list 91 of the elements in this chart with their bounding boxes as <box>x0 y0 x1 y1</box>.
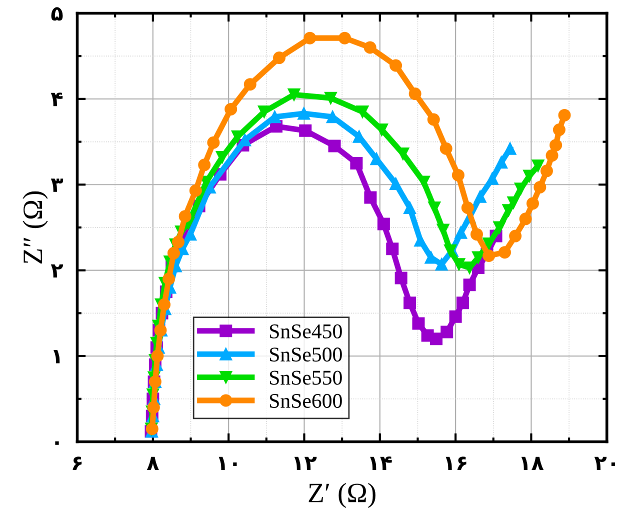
point <box>550 138 562 152</box>
y-tick-label: ۰ <box>55 441 59 445</box>
point <box>486 172 498 185</box>
y-tick-label: ۱ <box>54 350 60 364</box>
y-tick-label: ۵ <box>51 7 63 21</box>
point <box>304 32 316 44</box>
point <box>427 113 440 126</box>
point <box>534 180 546 194</box>
point <box>298 107 310 120</box>
x-tick-label: ۱۰ <box>218 456 237 470</box>
point <box>364 41 376 54</box>
point <box>504 142 516 155</box>
point <box>482 238 496 250</box>
x-tick-label: ۲۰ <box>594 456 616 470</box>
point <box>377 218 390 230</box>
point <box>412 317 425 330</box>
point <box>519 212 532 226</box>
point <box>552 124 566 136</box>
point <box>189 184 202 197</box>
point <box>324 92 337 104</box>
point <box>430 332 443 346</box>
point <box>288 88 300 101</box>
point <box>328 140 341 152</box>
point <box>526 197 539 210</box>
point <box>224 102 238 116</box>
y-tick-label: ۳ <box>50 178 64 192</box>
point <box>546 149 558 162</box>
point <box>167 246 180 260</box>
point <box>558 108 571 122</box>
legend-label: SnSe550 <box>270 370 342 385</box>
point <box>452 168 464 182</box>
x-axis-title: Z′ (Ω) <box>308 482 376 508</box>
point <box>404 296 416 310</box>
point <box>299 124 312 137</box>
point <box>147 401 160 414</box>
point <box>456 296 469 310</box>
point <box>356 106 369 118</box>
y-tick-label: ۴ <box>50 92 63 106</box>
point <box>507 196 520 209</box>
point <box>207 136 220 149</box>
point <box>461 202 474 214</box>
point <box>470 228 483 241</box>
point <box>493 221 506 234</box>
legend-label: SnSe450 <box>270 324 342 338</box>
point <box>540 164 553 178</box>
legend-label: SnSe600 <box>270 394 342 408</box>
point <box>394 272 408 284</box>
point <box>440 326 454 338</box>
point <box>390 59 402 72</box>
point <box>436 224 450 236</box>
point <box>172 236 185 248</box>
point <box>273 52 286 64</box>
point <box>390 178 402 190</box>
point <box>424 251 438 264</box>
point <box>452 258 466 271</box>
point <box>532 160 544 172</box>
point <box>428 202 441 214</box>
x-tick-label: ۱۸ <box>521 456 544 470</box>
point <box>184 228 197 241</box>
point <box>338 32 351 44</box>
y-axis-title: Z″ (Ω) <box>22 191 48 264</box>
x-tick-label: ۱۶ <box>446 456 466 470</box>
y-tick-label: ۲ <box>50 264 64 278</box>
point <box>258 106 270 118</box>
point <box>414 234 427 247</box>
point <box>474 190 486 203</box>
point <box>514 182 527 196</box>
point <box>350 156 363 170</box>
point <box>454 226 468 239</box>
x-tick-label: ۶ <box>72 456 82 470</box>
point <box>404 202 416 214</box>
point <box>244 78 256 91</box>
point <box>162 272 176 286</box>
point <box>178 210 192 223</box>
x-tick-label: ۱۲ <box>294 456 317 470</box>
point <box>509 230 522 242</box>
point <box>386 242 399 256</box>
point <box>364 191 377 204</box>
point <box>158 298 171 311</box>
x-tick-label: ۸ <box>146 456 159 470</box>
point <box>151 350 164 362</box>
point <box>408 88 422 100</box>
point <box>463 278 476 292</box>
x-tick-label: ۱۴ <box>370 456 392 470</box>
point <box>449 310 462 323</box>
point <box>495 156 508 169</box>
point <box>498 246 511 259</box>
legend-label: SnSe500 <box>270 348 342 362</box>
point <box>435 258 448 271</box>
point <box>198 158 211 172</box>
point <box>440 142 452 155</box>
